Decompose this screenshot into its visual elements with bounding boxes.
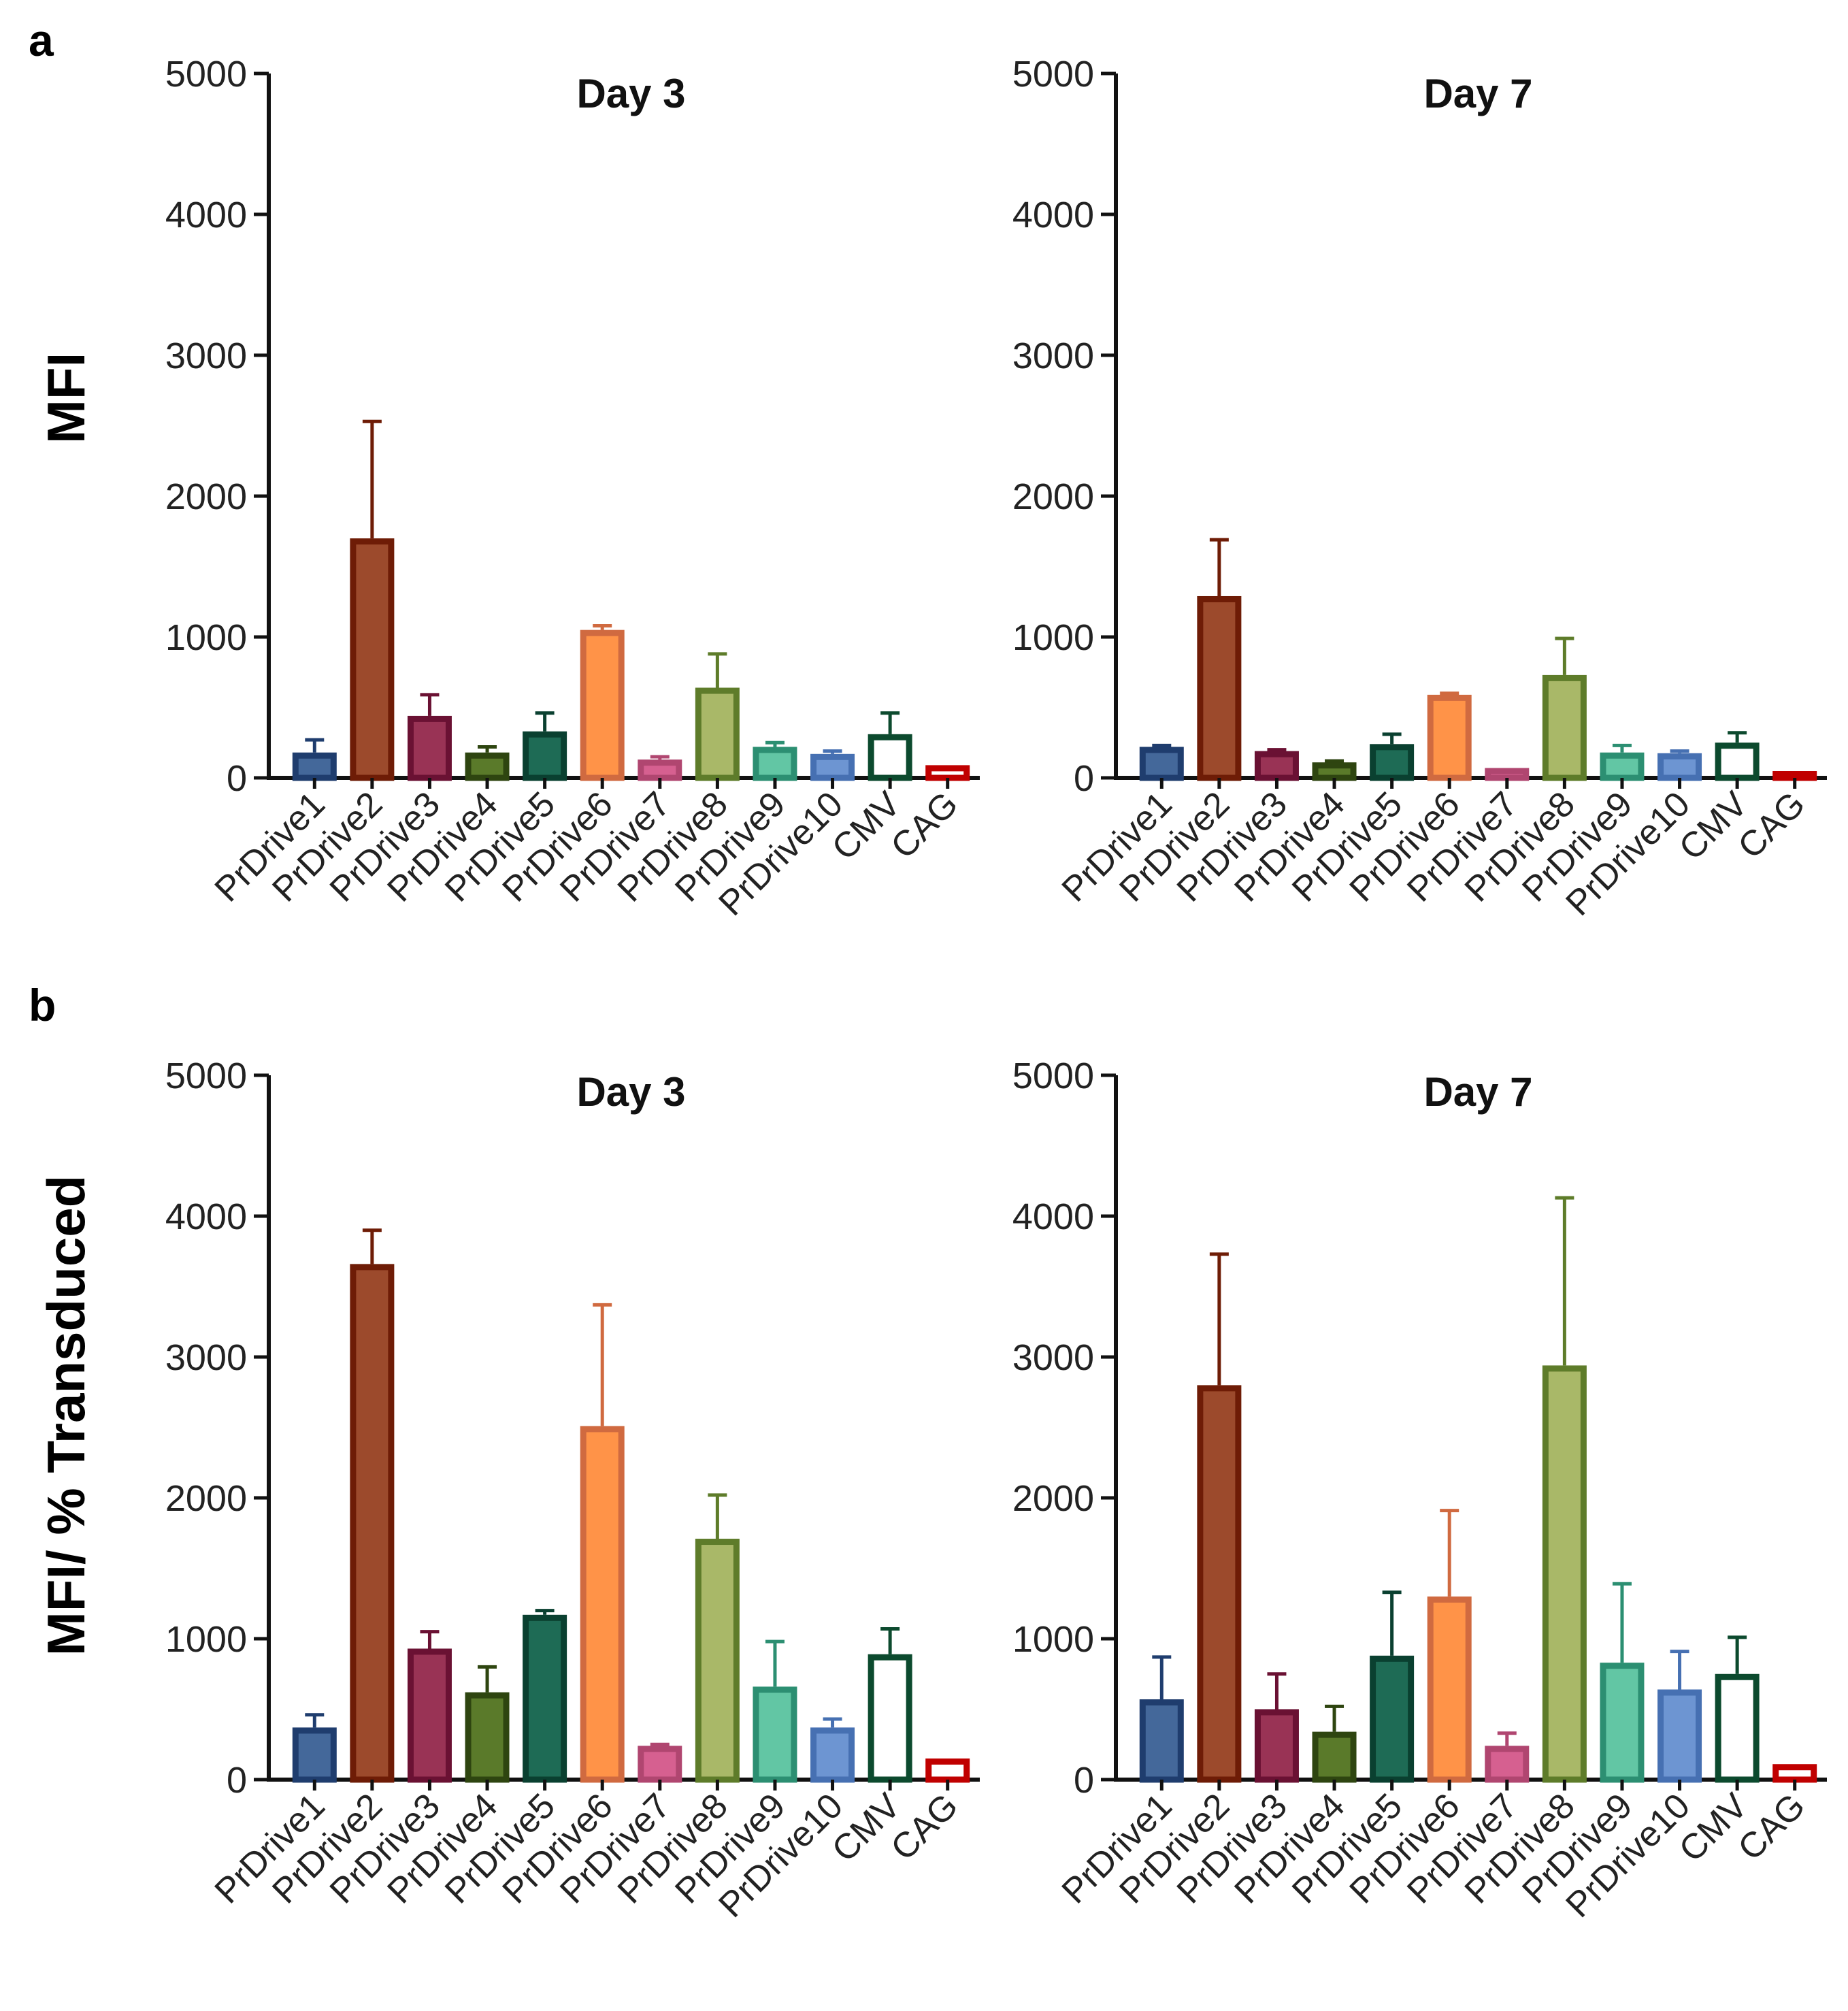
bar-prdrive2 [1197,1385,1242,1783]
y-tick-label: 3000 [1012,336,1094,376]
bar-cmv [1715,1673,1760,1783]
bar-cag [1772,1764,1817,1783]
bar-prdrive6 [1427,1596,1472,1783]
y-tick-label: 5000 [1012,54,1094,95]
chart-title: Day 3 [576,1069,685,1115]
chart-title: Day 7 [1423,1069,1532,1115]
y-tick-label: 1000 [165,1619,247,1660]
y-tick-label: 5000 [165,1056,247,1096]
y-tick-label: 0 [227,758,247,799]
bar-prdrive8 [695,1539,740,1783]
y-tick-label: 3000 [165,336,247,376]
bar-cmv [868,734,912,781]
bar-prdrive4 [465,1692,510,1783]
bar-prdrive5 [1370,744,1415,781]
bar-prdrive9 [753,747,797,781]
y-tick-label: 3000 [1012,1337,1094,1378]
y-tick-label: 3000 [165,1337,247,1378]
bar-cmv [1715,742,1760,781]
bar-prdrive1 [292,752,337,781]
y-tick-label: 4000 [165,1196,247,1237]
y-tick-label: 1000 [165,617,247,658]
bar-prdrive7 [1485,768,1530,781]
y-tick-label: 4000 [165,195,247,235]
chart-title: Day 3 [576,71,685,116]
bar-prdrive10 [1657,753,1702,781]
panel-label-a: a [29,15,54,65]
bar-prdrive6 [580,1426,625,1783]
bar-prdrive10 [810,1727,855,1783]
bar-prdrive3 [1254,751,1299,781]
bar-prdrive4 [1312,1731,1357,1783]
bar-cag [1772,771,1817,781]
bar-prdrive8 [1542,1365,1587,1783]
y-tick-label: 2000 [1012,476,1094,517]
bar-prdrive4 [1312,762,1357,781]
y-tick-label: 2000 [1012,1478,1094,1519]
bar-prdrive6 [580,630,625,781]
bar-prdrive7 [638,1746,682,1783]
bar-prdrive3 [407,715,452,781]
y-tick-label: 0 [1074,1760,1094,1801]
panel-label-b: b [29,980,56,1030]
bar-cag [925,765,970,781]
y-tick-label: 2000 [165,476,247,517]
bar-prdrive2 [350,538,395,781]
bar-prdrive9 [1600,1663,1645,1783]
y-tick-label: 2000 [165,1478,247,1519]
bar-prdrive9 [1600,752,1645,781]
bar-cag [925,1758,970,1783]
y-tick-label: 5000 [1012,1056,1094,1096]
y-tick-label: 1000 [1012,1619,1094,1660]
bar-prdrive3 [407,1648,452,1783]
y-tick-label: 0 [227,1760,247,1801]
bar-prdrive1 [1139,747,1184,781]
bar-prdrive7 [638,759,682,781]
chart-title: Day 7 [1423,71,1532,116]
y-tick-label: 5000 [165,54,247,95]
row-a-ylabel: MFI [36,353,96,444]
bar-prdrive3 [1254,1709,1299,1783]
bar-prdrive10 [1657,1689,1702,1783]
bar-prdrive10 [810,753,855,781]
bar-prdrive6 [1427,694,1472,781]
bar-cmv [868,1654,912,1783]
y-tick-label: 4000 [1012,195,1094,235]
y-tick-label: 4000 [1012,1196,1094,1237]
bar-prdrive5 [523,1614,567,1783]
bar-prdrive4 [465,752,510,781]
bar-prdrive2 [1197,595,1242,781]
y-tick-label: 0 [1074,758,1094,799]
bar-prdrive8 [1542,674,1587,781]
bar-prdrive7 [1485,1746,1530,1783]
row-b-ylabel: MFI/ % Transduced [36,1175,96,1656]
bar-prdrive9 [753,1686,797,1783]
bar-prdrive1 [1139,1699,1184,1783]
bar-prdrive2 [350,1264,395,1783]
y-tick-label: 1000 [1012,617,1094,658]
bar-prdrive1 [292,1727,337,1783]
bar-prdrive5 [1370,1655,1415,1783]
bar-prdrive5 [523,731,567,781]
bar-prdrive8 [695,687,740,781]
